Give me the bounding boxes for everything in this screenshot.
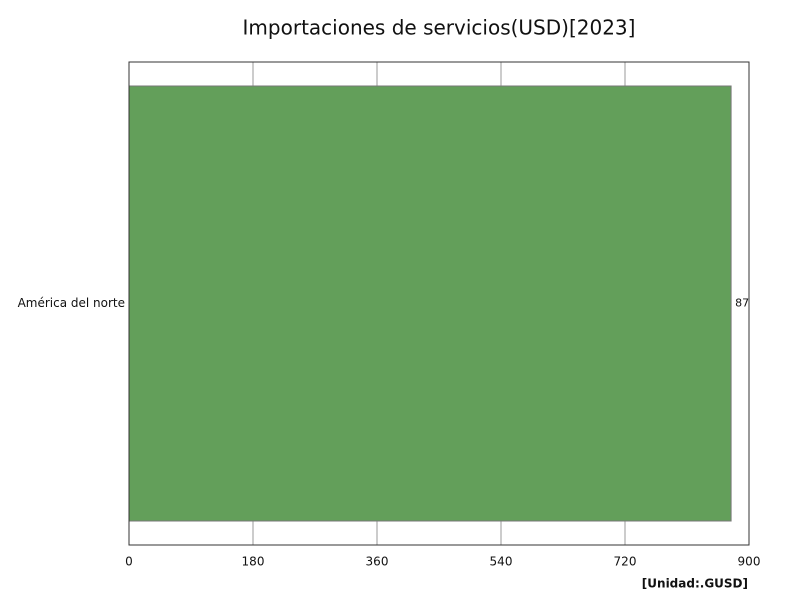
x-tick-label: 180	[242, 555, 265, 569]
x-tick-label: 540	[490, 555, 513, 569]
x-tick-label: 0	[125, 555, 133, 569]
labels: 0 180 360 540 720 900 América del norte	[18, 296, 761, 569]
x-tick-label: 720	[614, 555, 637, 569]
value-label: 874	[735, 297, 756, 310]
x-tick-label: 360	[366, 555, 389, 569]
chart-title: Importaciones de servicios(USD)[2023]	[243, 16, 636, 40]
y-tick-label: América del norte	[18, 296, 125, 310]
plot-area: 874	[129, 85, 756, 522]
x-tick-label: 900	[738, 555, 761, 569]
plot-frame	[128, 61, 750, 546]
unit-label: [Unidad:.GUSD]	[642, 577, 748, 591]
bar	[129, 85, 732, 522]
